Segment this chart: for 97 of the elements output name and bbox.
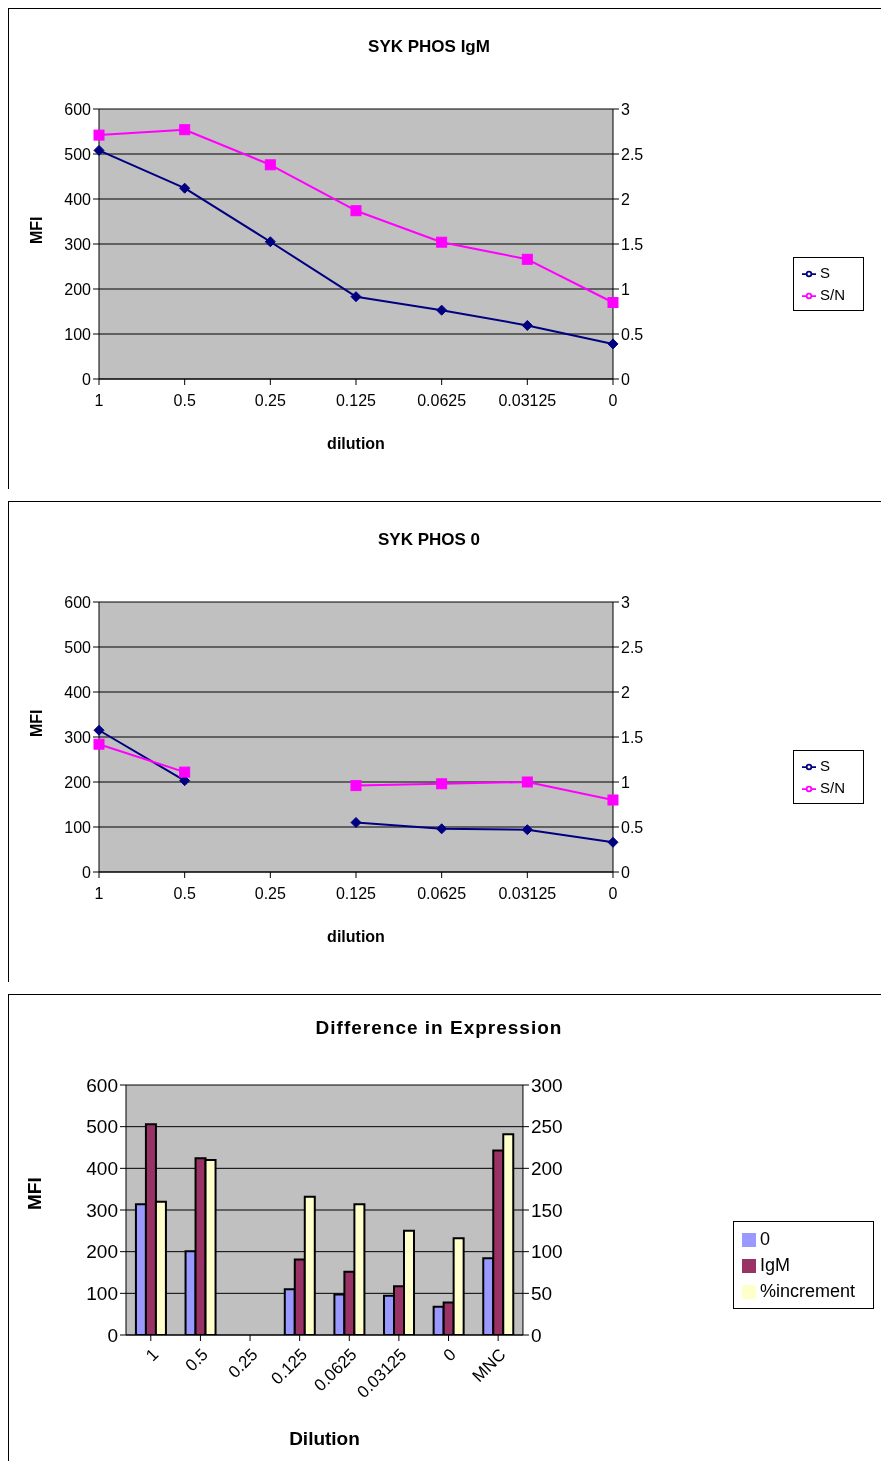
y-tick-label: 400 xyxy=(64,190,92,208)
x-tick-label: 1 xyxy=(94,885,104,903)
legend-label: S/N xyxy=(819,779,845,796)
y2-tick-label: 150 xyxy=(530,1199,563,1221)
point xyxy=(607,297,619,308)
legend-label: IgM xyxy=(759,1255,790,1275)
x-tick-label: 0 xyxy=(608,392,618,410)
point xyxy=(179,766,191,778)
y-tick-label: 600 xyxy=(64,593,92,611)
x-tick-label: 0.0625 xyxy=(417,885,467,903)
y-tick-label: 400 xyxy=(86,1158,118,1180)
y-tick-label: 0 xyxy=(82,370,92,388)
y-axis-title: MFI xyxy=(27,216,45,244)
point xyxy=(521,253,533,265)
x-tick-label: 0.25 xyxy=(254,885,286,903)
point xyxy=(264,236,276,248)
y-tick-label: 400 xyxy=(64,683,92,701)
y-tick-label: 600 xyxy=(64,100,92,118)
chart-title: SYK PHOS IgM xyxy=(367,37,491,57)
x-tick-label: 0.03125 xyxy=(498,885,557,903)
y-tick-label: 0 xyxy=(107,1324,118,1346)
x-axis-title: Dilution xyxy=(289,1428,360,1449)
x-tick-label: 0.5 xyxy=(181,1344,212,1376)
point xyxy=(521,824,533,836)
y-tick-label: 300 xyxy=(64,235,92,253)
y2-tick-label: 2.5 xyxy=(620,638,644,656)
y2-tick-label: 100 xyxy=(530,1241,563,1263)
point xyxy=(179,182,191,194)
y-tick-label: 500 xyxy=(64,145,92,163)
x-axis-title: dilution xyxy=(327,928,385,945)
x-tick-label: 0.5 xyxy=(173,392,196,410)
x-tick-label: 1 xyxy=(142,1344,163,1366)
legend-label: 0 xyxy=(759,1229,770,1249)
point xyxy=(264,159,276,171)
point xyxy=(93,129,105,141)
y2-tick-label: 50 xyxy=(530,1283,553,1305)
y-tick-label: 600 xyxy=(86,1074,118,1096)
point xyxy=(436,236,448,248)
x-tick-label: 0.25 xyxy=(254,392,286,410)
legend-label: S/N xyxy=(819,286,845,303)
legend-label: S xyxy=(819,757,830,774)
chart-title: SYK PHOS 0 xyxy=(376,530,481,550)
y2-tick-label: 0 xyxy=(530,1324,542,1346)
y2-tick-label: 0.5 xyxy=(620,818,644,836)
point xyxy=(521,319,533,331)
x-tick-label: 0.125 xyxy=(335,392,377,410)
legend-label: %increment xyxy=(759,1281,855,1301)
y-tick-label: 300 xyxy=(64,728,92,746)
y-axis-title: MFI xyxy=(23,1177,45,1210)
y2-tick-label: 2 xyxy=(620,190,630,208)
point xyxy=(607,794,619,806)
y2-tick-label: 1 xyxy=(620,773,630,791)
y-tick-label: 100 xyxy=(86,1283,118,1305)
y-tick-label: 0 xyxy=(82,863,92,881)
point xyxy=(436,823,448,835)
point xyxy=(521,776,533,788)
y2-tick-label: 0.5 xyxy=(620,325,644,343)
y2-tick-label: 0 xyxy=(620,370,630,388)
y-tick-label: 200 xyxy=(86,1241,118,1263)
y2-tick-label: 1.5 xyxy=(620,728,644,746)
y2-tick-label: 1.5 xyxy=(620,235,644,253)
legend-label: S xyxy=(819,264,830,281)
point xyxy=(350,205,362,217)
point xyxy=(607,338,619,350)
x-tick-label: 0 xyxy=(439,1344,460,1366)
x-axis-title: dilution xyxy=(327,435,385,452)
y-tick-label: 100 xyxy=(64,325,92,343)
y2-tick-label: 3 xyxy=(620,100,630,118)
point xyxy=(179,124,191,136)
y2-tick-label: 200 xyxy=(530,1158,563,1180)
x-tick-label: 0 xyxy=(608,885,618,903)
y-tick-label: 100 xyxy=(64,818,92,836)
point xyxy=(607,836,619,848)
chart-title: Difference in Expression xyxy=(314,1017,564,1039)
x-tick-label: 0.0625 xyxy=(417,392,467,410)
y-tick-label: 200 xyxy=(64,773,92,791)
point xyxy=(436,778,448,790)
point xyxy=(350,291,362,303)
point xyxy=(350,817,362,828)
y-tick-label: 500 xyxy=(86,1116,118,1138)
point xyxy=(436,304,448,316)
x-tick-label: 0.5 xyxy=(173,885,196,903)
point xyxy=(350,780,362,792)
y-axis-title: MFI xyxy=(27,709,45,737)
y2-tick-label: 300 xyxy=(530,1074,563,1096)
y-tick-label: 300 xyxy=(86,1199,118,1221)
x-tick-label: 1 xyxy=(94,392,104,410)
y2-tick-label: 0 xyxy=(620,863,630,881)
y2-tick-label: 3 xyxy=(620,593,630,611)
y-tick-label: 200 xyxy=(64,280,92,298)
y2-tick-label: 1 xyxy=(620,280,630,298)
y2-tick-label: 250 xyxy=(530,1116,563,1138)
y2-tick-label: 2.5 xyxy=(620,145,644,163)
y-tick-label: 500 xyxy=(64,638,92,656)
x-tick-label: 0.125 xyxy=(335,885,377,903)
y2-tick-label: 2 xyxy=(620,683,630,701)
x-tick-label: 0.03125 xyxy=(498,392,557,410)
